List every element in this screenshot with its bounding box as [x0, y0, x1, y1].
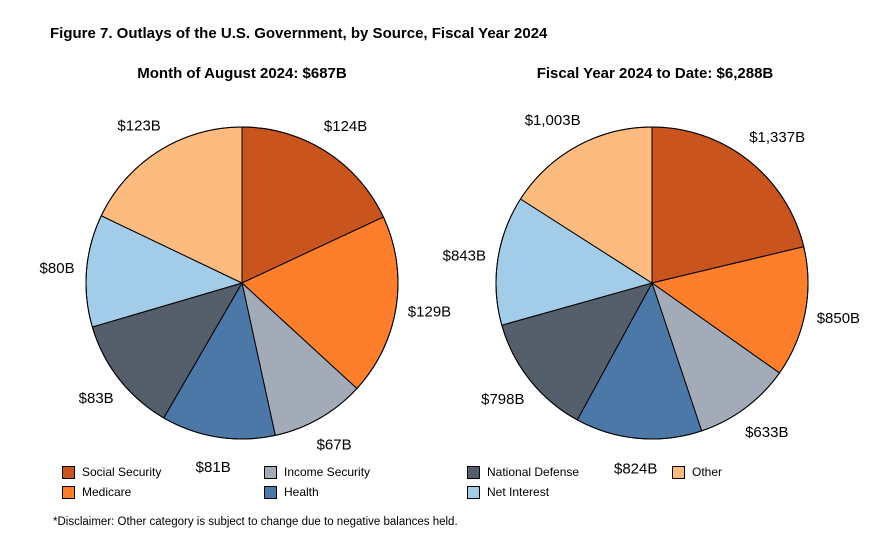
legend-swatch — [467, 465, 480, 479]
figure-title: Figure 7. Outlays of the U.S. Government… — [50, 25, 548, 42]
legend-label: Net Interest — [487, 485, 550, 499]
slice-label-0-health: $81B — [196, 459, 231, 476]
legend-swatch — [264, 485, 277, 499]
legend-label: Social Security — [82, 465, 162, 479]
slice-label-1-social-security: $1,337B — [749, 129, 805, 146]
pie-title-august: Month of August 2024: $687B — [137, 65, 347, 82]
slice-label-1-other: $1,003B — [525, 112, 581, 129]
slice-label-0-income-security: $67B — [317, 436, 352, 453]
legend-swatch — [264, 465, 277, 479]
disclaimer: *Disclaimer: Other category is subject t… — [53, 516, 458, 528]
slice-label-1-national-defense: $798B — [481, 391, 524, 408]
legend-label: Other — [692, 465, 723, 479]
pie-title-fytd: Fiscal Year 2024 to Date: $6,288B — [536, 65, 774, 82]
slice-label-1-health: $824B — [614, 460, 657, 477]
legend-swatch — [62, 485, 75, 499]
legend-label: Health — [284, 485, 319, 499]
legend-item-social-security: Social Security — [62, 465, 161, 479]
legend-item-health: Health — [264, 485, 319, 499]
pie-outline-1 — [495, 126, 809, 440]
slice-label-1-net-interest: $843B — [443, 248, 486, 265]
legend-item-national-defense: National Defense — [467, 465, 579, 479]
legend-swatch — [467, 485, 480, 499]
legend-swatch — [672, 465, 685, 479]
legend-swatch — [62, 465, 75, 479]
slice-label-1-income-security: $633B — [745, 424, 788, 441]
legend-label: Income Security — [284, 465, 371, 479]
slice-label-0-net-interest: $80B — [40, 260, 75, 277]
legend: Social Security Medicare Income Security He… — [62, 465, 842, 507]
slice-label-0-other: $123B — [117, 118, 160, 135]
legend-item-medicare: Medicare — [62, 485, 131, 499]
legend-item-income-security: Income Security — [264, 465, 370, 479]
pie-outline-0 — [85, 126, 399, 440]
slice-label-1-medicare: $850B — [817, 310, 860, 327]
legend-item-net-interest: Net Interest — [467, 485, 549, 499]
legend-item-other: Other — [672, 465, 722, 479]
slice-label-0-national-defense: $83B — [79, 390, 114, 407]
legend-label: Medicare — [82, 485, 132, 499]
slice-label-0-social-security: $124B — [324, 118, 367, 135]
legend-label: National Defense — [487, 465, 580, 479]
slice-label-0-medicare: $129B — [408, 303, 451, 320]
